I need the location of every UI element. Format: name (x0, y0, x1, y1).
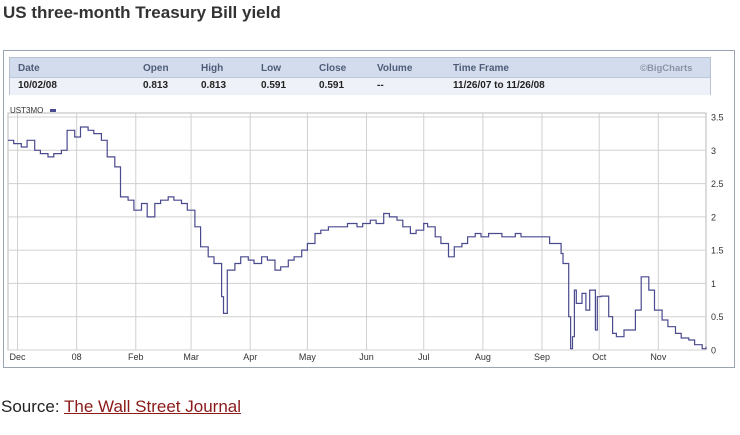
y-tick-label: 1 (711, 279, 716, 289)
y-tick-label: 0 (711, 346, 716, 356)
page-title: US three-month Treasury Bill yield (3, 3, 281, 22)
x-tick-label: Jul (418, 352, 430, 362)
x-tick-label: Nov (650, 352, 667, 362)
x-tick-label: Aug (475, 352, 491, 362)
plot-area (7, 112, 707, 351)
series-line-ust3mo (8, 126, 707, 350)
header-date: Date (18, 63, 40, 74)
y-tick-label: 3.5 (711, 113, 724, 123)
x-tick-label: 08 (72, 352, 82, 362)
x-tick-label: Sep (534, 352, 550, 362)
value-close: 0.591 (319, 80, 345, 91)
y-tick-label: 1.5 (711, 246, 724, 256)
header-open: Open (143, 63, 169, 74)
info-header-row: Date Open High Low Close Volume Time Fra… (10, 60, 710, 78)
header-high: High (201, 63, 224, 74)
y-tick-label: 0.5 (711, 312, 724, 322)
legend-swatch (50, 109, 56, 112)
header-low: Low (261, 63, 281, 74)
source-link[interactable]: The Wall Street Journal (64, 397, 242, 416)
x-tick-label: Jun (359, 352, 374, 362)
x-tick-label: Feb (128, 352, 144, 362)
x-tick-label: Oct (592, 352, 607, 362)
legend-label: UST3MO (10, 106, 43, 115)
quote-info-box: Date Open High Low Close Volume Time Fra… (9, 57, 711, 95)
copyright-label: ©BigCharts (640, 63, 693, 74)
x-tick-label: Apr (243, 352, 257, 362)
header-timeframe: Time Frame (453, 63, 509, 74)
y-tick-label: 2.5 (711, 179, 724, 189)
value-volume: -- (377, 80, 384, 91)
x-tick-label: May (299, 352, 317, 362)
x-tick-label: Mar (183, 352, 199, 362)
source-prefix: Source: (1, 397, 65, 416)
value-high: 0.813 (201, 80, 227, 91)
y-tick-label: 2 (711, 212, 716, 222)
value-open: 0.813 (143, 80, 169, 91)
header-close: Close (319, 63, 347, 74)
info-values-row: 10/02/08 0.813 0.813 0.591 0.591 -- 11/2… (10, 77, 710, 95)
x-tick-label: Dec (10, 352, 27, 362)
y-tick-label: 3 (711, 146, 716, 156)
header-volume: Volume (377, 63, 413, 74)
value-low: 0.591 (261, 80, 287, 91)
value-date: 10/02/08 (18, 80, 57, 91)
source-line: Source: The Wall Street Journal (1, 397, 241, 417)
value-timeframe: 11/26/07 to 11/26/08 (453, 80, 545, 91)
